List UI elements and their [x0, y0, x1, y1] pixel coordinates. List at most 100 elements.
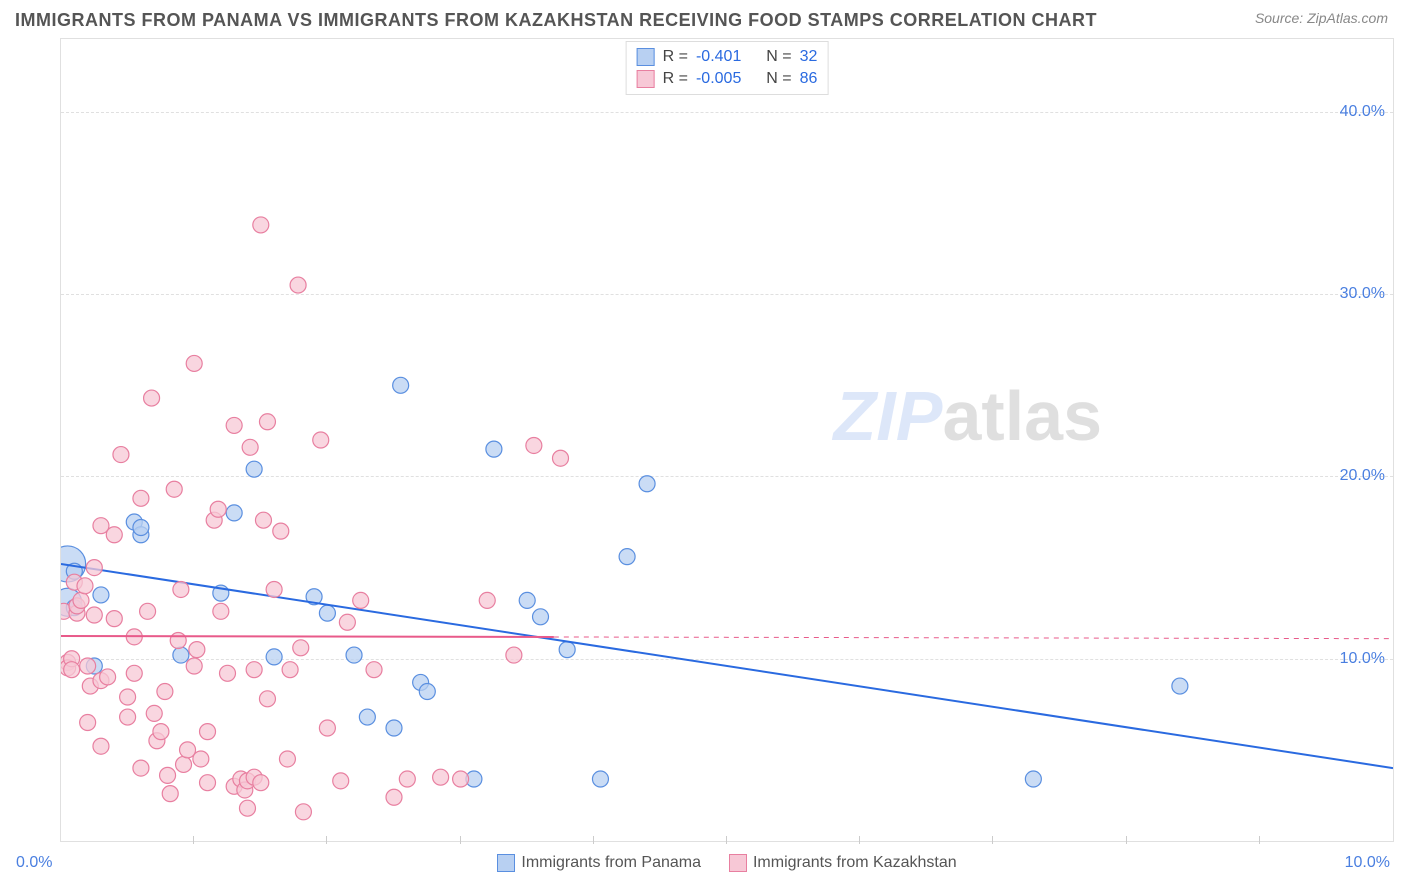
scatter-point [279, 751, 295, 767]
scatter-point [176, 756, 192, 772]
scatter-point [290, 277, 306, 293]
series-legend: Immigrants from Panama Immigrants from Ka… [60, 846, 1394, 880]
legend-swatch [497, 854, 515, 872]
scatter-point [619, 549, 635, 565]
x-tick-label: 0.0% [16, 854, 52, 872]
source-label: Source: ZipAtlas.com [1255, 10, 1388, 26]
scatter-point [319, 720, 335, 736]
scatter-point [246, 662, 262, 678]
scatter-point [173, 647, 189, 663]
scatter-point [239, 800, 255, 816]
scatter-point [166, 481, 182, 497]
scatter-point [86, 560, 102, 576]
scatter-point [486, 441, 502, 457]
scatter-point [93, 738, 109, 754]
trend-line-dashed [554, 637, 1393, 639]
scatter-point [226, 505, 242, 521]
scatter-point [126, 665, 142, 681]
scatter-point [559, 642, 575, 658]
trend-line [61, 636, 554, 637]
legend-swatch [729, 854, 747, 872]
scatter-point [220, 665, 236, 681]
scatter-point [1025, 771, 1041, 787]
scatter-point [120, 689, 136, 705]
scatter-point [133, 760, 149, 776]
legend-label: Immigrants from Panama [521, 854, 701, 871]
scatter-point [86, 607, 102, 623]
scatter-svg [61, 39, 1393, 841]
scatter-point [160, 767, 176, 783]
scatter-point [213, 603, 229, 619]
scatter-point [100, 669, 116, 685]
scatter-point [399, 771, 415, 787]
scatter-point [77, 578, 93, 594]
scatter-point [366, 662, 382, 678]
scatter-point [433, 769, 449, 785]
scatter-point [189, 642, 205, 658]
scatter-point [93, 587, 109, 603]
scatter-point [146, 705, 162, 721]
scatter-point [113, 447, 129, 463]
scatter-point [282, 662, 298, 678]
scatter-point [419, 684, 435, 700]
chart-title: IMMIGRANTS FROM PANAMA VS IMMIGRANTS FRO… [0, 0, 1406, 37]
scatter-point [80, 715, 96, 731]
legend-item: Immigrants from Panama [497, 854, 701, 872]
scatter-point [553, 450, 569, 466]
scatter-point [506, 647, 522, 663]
scatter-point [153, 724, 169, 740]
scatter-point [293, 640, 309, 656]
scatter-point [253, 217, 269, 233]
legend-row: R = -0.401 N = 32 [637, 46, 818, 68]
scatter-point [170, 633, 186, 649]
scatter-point [255, 512, 271, 528]
scatter-point [479, 592, 495, 608]
scatter-point [193, 751, 209, 767]
scatter-point [73, 592, 89, 608]
scatter-point [273, 523, 289, 539]
scatter-point [313, 432, 329, 448]
scatter-point [1172, 678, 1188, 694]
legend-swatch [637, 70, 655, 88]
legend-label: Immigrants from Kazakhstan [753, 854, 957, 871]
scatter-point [266, 581, 282, 597]
scatter-point [133, 519, 149, 535]
scatter-point [210, 501, 226, 517]
scatter-point [393, 377, 409, 393]
scatter-point [246, 461, 262, 477]
correlation-legend: R = -0.401 N = 32R = -0.005 N = 86 [626, 41, 829, 95]
scatter-point [106, 527, 122, 543]
plot-area: ZIPatlas R = -0.401 N = 32R = -0.005 N =… [60, 38, 1394, 842]
scatter-point [526, 437, 542, 453]
scatter-point [186, 658, 202, 674]
scatter-point [173, 581, 189, 597]
scatter-point [242, 439, 258, 455]
scatter-point [200, 775, 216, 791]
scatter-point [386, 789, 402, 805]
scatter-point [359, 709, 375, 725]
scatter-point [592, 771, 608, 787]
chart-container: Receiving Food Stamps ZIPatlas R = -0.40… [12, 38, 1394, 880]
scatter-point [140, 603, 156, 619]
legend-row: R = -0.005 N = 86 [637, 68, 818, 90]
x-tick-label: 10.0% [1345, 854, 1390, 872]
scatter-point [226, 417, 242, 433]
scatter-point [386, 720, 402, 736]
scatter-point [333, 773, 349, 789]
scatter-point [346, 647, 362, 663]
scatter-point [295, 804, 311, 820]
scatter-point [157, 684, 173, 700]
scatter-point [64, 662, 80, 678]
scatter-point [144, 390, 160, 406]
scatter-point [259, 691, 275, 707]
scatter-point [319, 605, 335, 621]
scatter-point [186, 355, 202, 371]
scatter-point [80, 658, 96, 674]
scatter-point [533, 609, 549, 625]
scatter-point [200, 724, 216, 740]
scatter-point [133, 490, 149, 506]
scatter-point [353, 592, 369, 608]
scatter-point [339, 614, 355, 630]
scatter-point [120, 709, 136, 725]
scatter-point [106, 611, 122, 627]
